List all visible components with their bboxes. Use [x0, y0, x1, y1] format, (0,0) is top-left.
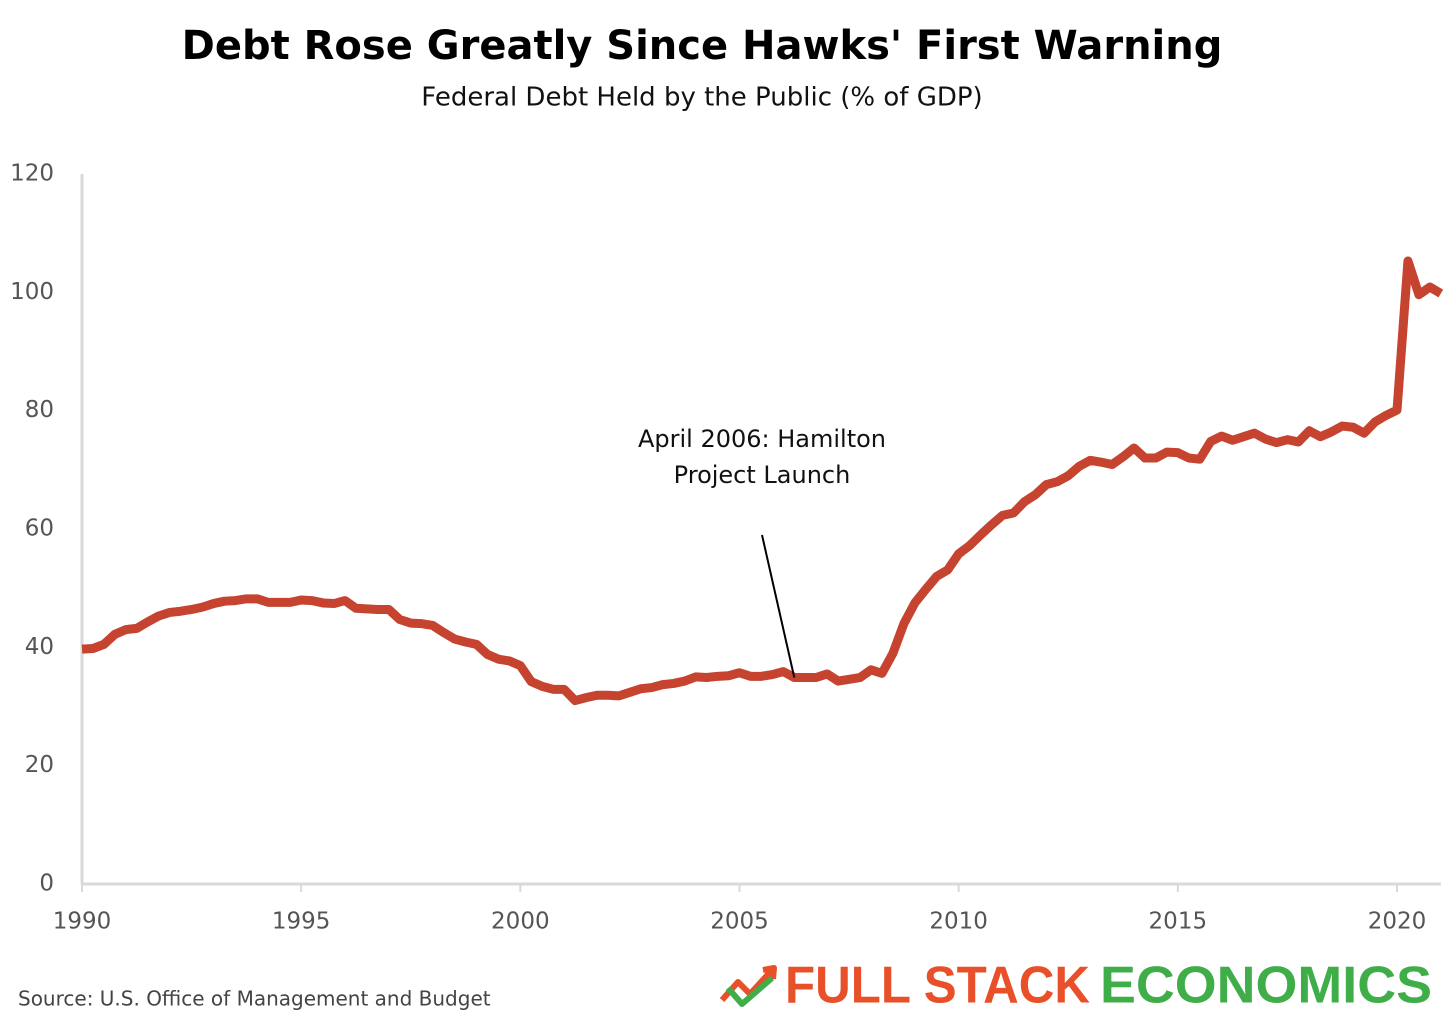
annotation-text: Project Launch [674, 461, 851, 489]
x-tick-label: 2010 [929, 909, 988, 935]
y-tick-label: 80 [25, 397, 54, 423]
brand-name: FULL STACK [785, 957, 1090, 1015]
x-tick-label: 1990 [53, 909, 112, 935]
annotation-text: April 2006: Hamilton [638, 425, 886, 453]
chart-title: Debt Rose Greatly Since Hawks' First War… [182, 23, 1223, 69]
x-tick-label: 1995 [272, 909, 331, 935]
brand-icon [719, 965, 777, 1007]
y-tick-label: 120 [10, 161, 54, 187]
y-tick-label: 20 [25, 752, 54, 778]
x-tick-label: 2000 [491, 909, 550, 935]
chart-subtitle: Federal Debt Held by the Public (% of GD… [421, 83, 982, 113]
y-tick-label: 100 [10, 279, 54, 305]
data-line [81, 256, 1444, 706]
y-tick-label: 40 [25, 634, 54, 660]
source: Source: U.S. Office of Management and Bu… [18, 987, 491, 1011]
x-tick-label: 2005 [710, 909, 769, 935]
annotation-pointer [761, 534, 796, 678]
x-tick-label: 2015 [1149, 909, 1208, 935]
y-tick-label: 60 [25, 516, 54, 542]
x-tick-label: 2020 [1368, 909, 1427, 935]
y-tick-label: 0 [39, 871, 54, 897]
brand-name: ECONOMICS [1100, 957, 1432, 1015]
